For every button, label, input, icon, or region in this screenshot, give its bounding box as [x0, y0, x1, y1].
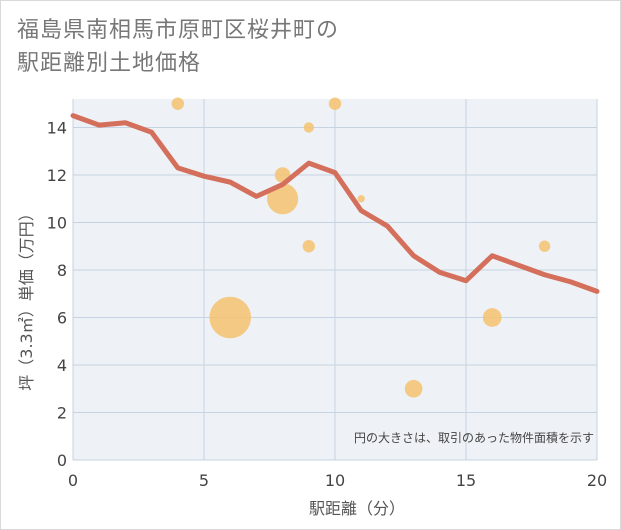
bubble-point	[538, 240, 551, 252]
size-legend-note: 円の大きさは、取引のあった物件面積を示す	[354, 430, 594, 445]
bubble-point	[404, 379, 423, 398]
grid-lines	[72, 99, 598, 461]
y-tick-label: 0	[57, 451, 67, 470]
x-tick-label: 5	[199, 471, 209, 490]
y-tick-label: 10	[47, 214, 67, 233]
bubble-point	[303, 122, 314, 133]
y-tick-label: 2	[57, 404, 67, 423]
chart-title: 福島県南相馬市原町区桜井町の 駅距離別土地価格	[17, 18, 340, 76]
bubble-point	[328, 97, 342, 110]
y-tick-label: 8	[57, 261, 67, 280]
y-tick-label: 4	[57, 356, 67, 375]
y-tick-label: 12	[47, 166, 67, 185]
x-axis-ticks: 0 5 10 15 20	[68, 471, 607, 490]
x-axis-label: 駅距離（分）	[309, 499, 405, 518]
bubble-point	[171, 97, 185, 110]
x-tick-label: 20	[587, 471, 607, 490]
bubble-point	[482, 308, 502, 327]
x-tick-label: 0	[68, 471, 78, 490]
bubble-point	[302, 240, 316, 253]
x-tick-label: 15	[456, 471, 476, 490]
bubble-series	[171, 97, 551, 398]
y-tick-label: 6	[57, 309, 67, 328]
x-tick-label: 10	[325, 471, 345, 490]
y-tick-label: 14	[47, 119, 67, 138]
bubble-point	[357, 195, 365, 203]
bubble-point	[267, 183, 299, 215]
bubble-point	[209, 296, 251, 339]
y-axis-label: 坪（3.3㎡）単価（万円）	[17, 205, 36, 390]
average-price-line	[70, 113, 600, 294]
y-axis-ticks: 0 2 4 6 8 10 12 14	[47, 119, 67, 471]
